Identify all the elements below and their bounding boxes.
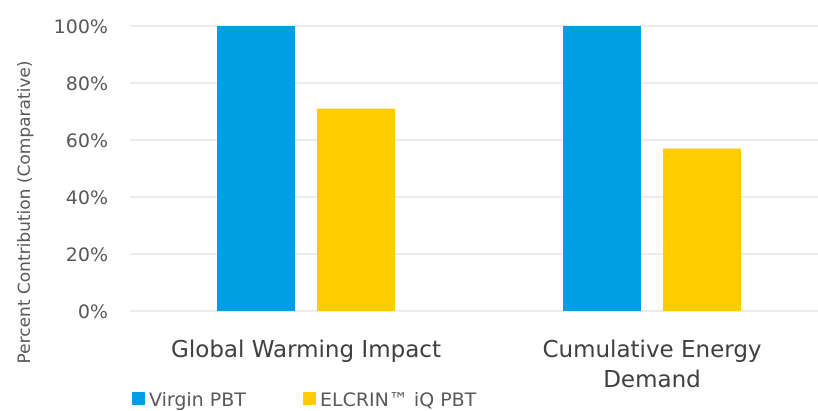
y-axis-tick-labels: 0% 20% 40% 60% 80% 100% [54,16,108,323]
legend-label: Virgin PBT [149,389,246,411]
y-tick-label: 40% [66,187,108,209]
y-tick-label: 0% [78,301,108,323]
x-axis-category-labels: Global Warming Impact Cumulative Energy De… [171,337,762,393]
bar-elcrin-iq-pbt-2 [663,148,741,311]
legend-swatch [132,392,145,405]
bar-elcrin-iq-pbt-1 [317,108,395,312]
y-tick-label: 60% [66,130,108,152]
bar-virgin-pbt-2 [563,26,641,311]
y-tick-label: 100% [54,16,108,38]
bars [217,26,741,312]
x-category-label: Global Warming Impact [171,337,441,363]
legend-swatch [303,392,316,405]
legend: Virgin PBT ELCRIN™ iQ PBT [132,389,477,411]
y-axis-title: Percent Contribution (Comparative) [15,61,35,364]
bar-virgin-pbt-1 [217,26,295,311]
legend-label: ELCRIN™ iQ PBT [320,389,477,411]
x-category-label: Cumulative Energy Demand [542,337,761,393]
y-tick-label: 80% [66,73,108,95]
y-tick-label: 20% [66,244,108,266]
